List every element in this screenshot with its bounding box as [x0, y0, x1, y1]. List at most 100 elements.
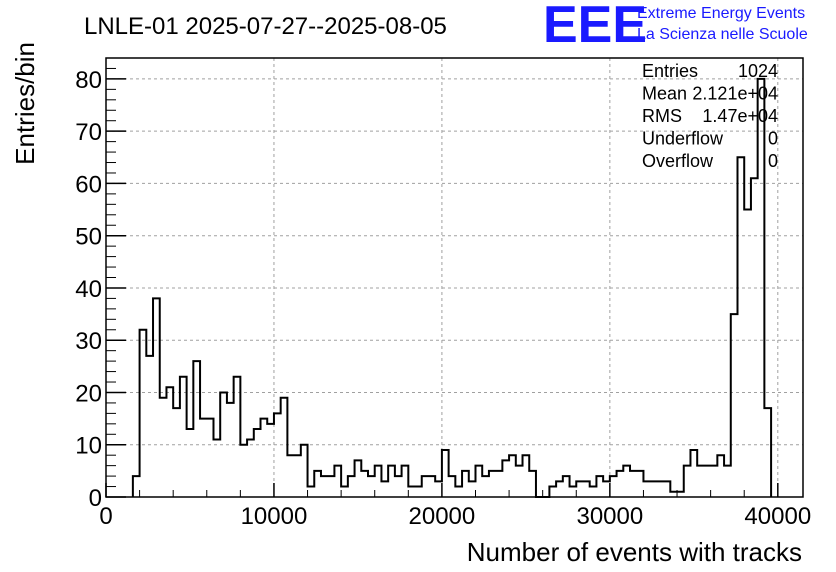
- histogram-bin: [449, 476, 456, 497]
- chart-title: LNLE-01 2025-07-27--2025-08-05: [84, 13, 447, 40]
- histogram-bin: [442, 450, 449, 497]
- histogram-bin: [549, 487, 556, 497]
- histogram-bin: [294, 455, 301, 497]
- histogram-bin: [724, 466, 731, 497]
- stat-value: 1024: [738, 61, 778, 81]
- stat-value: 0: [768, 151, 778, 171]
- histogram-bin: [496, 471, 503, 497]
- histogram-bin: [254, 429, 261, 497]
- histogram-bin: [650, 481, 657, 497]
- histogram-bin: [576, 481, 583, 497]
- histogram-bin: [556, 481, 563, 497]
- histogram-bin: [193, 361, 200, 497]
- histogram-bin: [617, 471, 624, 497]
- logo-text: EEE: [543, 0, 647, 54]
- histogram-bin: [677, 492, 684, 497]
- histogram-bin: [570, 487, 577, 497]
- histogram-bin: [590, 487, 597, 497]
- y-tick-label: 0: [89, 485, 102, 512]
- logo-line-1: Extreme Energy Events: [637, 5, 805, 22]
- histogram-bin: [234, 377, 241, 497]
- histogram-bin: [328, 476, 335, 497]
- histogram-bin: [166, 387, 173, 497]
- histogram-bin: [247, 440, 254, 497]
- histogram-bin: [133, 476, 140, 497]
- y-axis-label: Entries/bin: [10, 42, 40, 165]
- stats-box: Entries 1024 Mean 2.121e+04 RMS 1.47e+04 Under…: [642, 61, 778, 171]
- histogram-bin: [758, 79, 765, 497]
- histogram-bin: [717, 455, 724, 497]
- histogram-bin: [428, 476, 435, 497]
- histogram-bin: [744, 210, 751, 497]
- eee-logo: EEE Extreme Energy Events La Scienza nel…: [543, 0, 808, 54]
- grid-lines: [106, 58, 803, 497]
- histogram-outline: [131, 77, 773, 498]
- histogram-bin: [402, 466, 409, 497]
- histogram-bin: [187, 429, 194, 497]
- histogram-bin: [697, 466, 704, 497]
- histogram-bin: [213, 440, 220, 497]
- y-tick-label: 20: [75, 380, 102, 407]
- histogram-bin: [281, 398, 288, 497]
- histogram-bin: [509, 455, 516, 497]
- histogram-bin: [261, 419, 268, 497]
- histogram-bin: [341, 487, 348, 497]
- histogram-bin: [267, 424, 274, 497]
- histogram-bin: [563, 476, 570, 497]
- histogram-bin: [623, 466, 630, 497]
- histogram-bin: [146, 356, 153, 497]
- histogram-bin: [355, 460, 362, 497]
- histogram-bin: [220, 392, 227, 497]
- histogram-bin: [173, 408, 180, 497]
- histogram-bin: [482, 476, 489, 497]
- histogram-bin: [388, 466, 395, 497]
- histogram-bin: [469, 481, 476, 497]
- histogram-bin: [523, 455, 530, 497]
- histogram-bin: [489, 471, 496, 497]
- histogram-bin: [637, 471, 644, 497]
- histogram-bin: [207, 419, 214, 497]
- histogram-bin: [630, 471, 637, 497]
- histogram-bin: [502, 460, 509, 497]
- x-tick-label: 0: [99, 503, 112, 530]
- histogram-bin: [670, 492, 677, 497]
- histogram-bin: [462, 471, 469, 497]
- logo-line-2: La Scienza nelle Scuole: [637, 26, 808, 43]
- stat-label: Entries: [642, 61, 698, 81]
- y-tick-label: 60: [75, 171, 102, 198]
- stat-label: RMS: [642, 106, 682, 126]
- histogram-bin: [657, 481, 664, 497]
- x-tick-label: 30000: [576, 503, 643, 530]
- stat-label: Underflow: [642, 129, 724, 149]
- histogram-bin: [160, 398, 167, 497]
- histogram-bin: [348, 476, 355, 497]
- histogram-bin: [529, 471, 536, 497]
- histogram-bin: [368, 476, 375, 497]
- histogram-bin: [361, 471, 368, 497]
- x-tick-label: 20000: [409, 503, 476, 530]
- x-axis-label: Number of events with tracks: [467, 537, 802, 567]
- stat-label: Mean: [642, 84, 687, 104]
- histogram-bin: [664, 481, 671, 497]
- histogram-bin: [731, 314, 738, 497]
- histogram-bin: [516, 466, 523, 497]
- stat-value: 0: [768, 129, 778, 149]
- histogram-bin: [180, 377, 187, 497]
- x-axis-ticks: 0 10000 20000 30000 40000: [99, 483, 811, 530]
- histogram-bin: [287, 455, 294, 497]
- histogram-bin: [764, 408, 771, 497]
- histogram-bin: [415, 487, 422, 497]
- histogram-bin: [240, 445, 247, 497]
- stat-label: Overflow: [642, 151, 714, 171]
- y-tick-label: 10: [75, 433, 102, 460]
- histogram-bin: [690, 450, 697, 497]
- x-tick-label: 40000: [744, 503, 811, 530]
- histogram-bin: [435, 481, 442, 497]
- histogram-bin: [153, 298, 160, 497]
- histogram-bin: [334, 466, 341, 497]
- histogram-bin: [684, 466, 691, 497]
- histogram-bin: [381, 481, 388, 497]
- histogram-bin: [603, 481, 610, 497]
- x-tick-label: 10000: [241, 503, 308, 530]
